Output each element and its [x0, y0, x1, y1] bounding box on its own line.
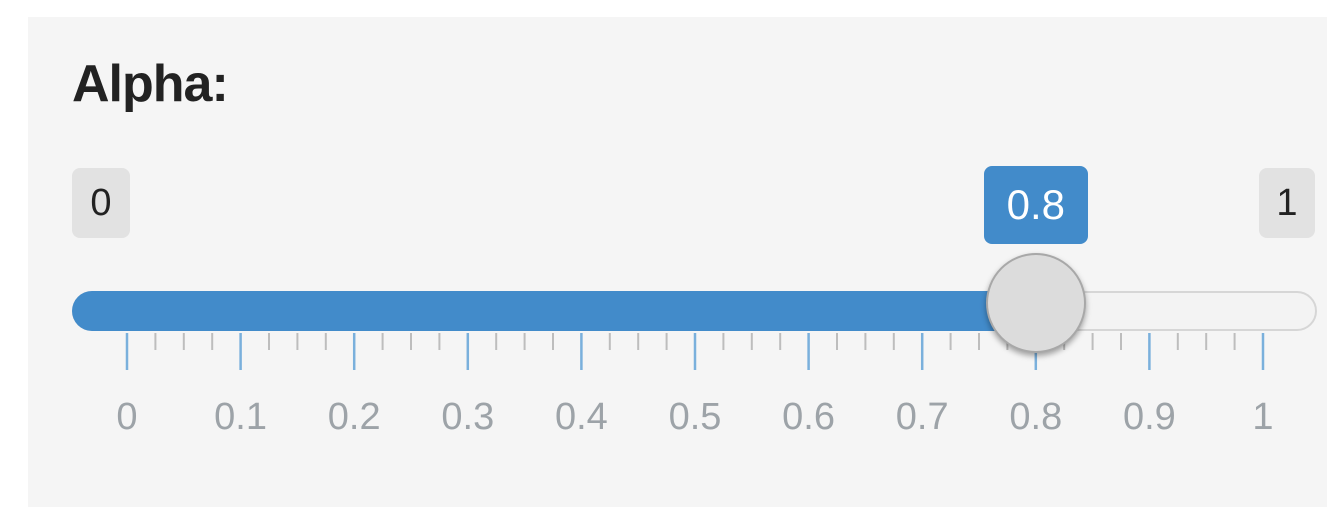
grid-label: 0.8	[1009, 396, 1063, 438]
grid-label: 0	[116, 396, 138, 438]
grid-label: 0.5	[668, 396, 722, 438]
grid-label: 0.9	[1122, 396, 1176, 438]
grid-label: 0.7	[895, 396, 949, 438]
min-value-badge: 0	[72, 168, 130, 238]
grid-label: 0.4	[554, 396, 608, 438]
max-value-badge: 1	[1259, 168, 1315, 238]
slider-fill	[72, 291, 1036, 331]
grid-label: 0.1	[214, 396, 267, 438]
grid-label: 0.6	[782, 396, 835, 438]
grid-label: 0.2	[327, 396, 381, 438]
grid-label: 0.3	[441, 396, 495, 438]
slider-label: Alpha:	[72, 55, 229, 113]
grid-label: 1	[1252, 396, 1274, 438]
slider-handle[interactable]	[985, 253, 1086, 353]
slider-panel	[28, 17, 1327, 507]
current-value-badge: 0.8	[983, 166, 1088, 244]
